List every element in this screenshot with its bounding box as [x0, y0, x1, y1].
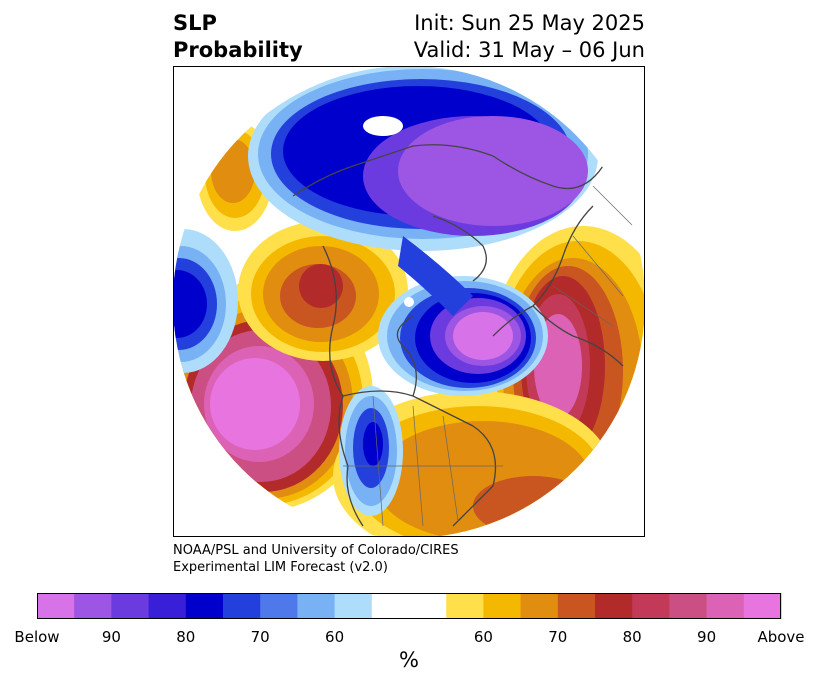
colorbar-cell: [409, 593, 447, 619]
title-variable-line2: Probability: [173, 38, 303, 62]
title-dates: Init: Sun 25 May 2025 Valid: 31 May – 06…: [414, 10, 645, 64]
colorbar-tick-label: 80: [176, 628, 196, 646]
colorbar-tick-label: 80: [622, 628, 642, 646]
init-date: Init: Sun 25 May 2025: [414, 11, 645, 35]
colorbar-cell: [111, 593, 150, 619]
colorbar-unit: %: [399, 648, 419, 672]
colorbar-tick-label: 60: [325, 628, 345, 646]
arctic-below-region: [248, 66, 598, 396]
credit-line1: NOAA/PSL and University of Colorado/CIRE…: [173, 543, 459, 558]
colorbar-cell: [185, 593, 224, 619]
probability-field: [173, 66, 645, 537]
colorbar-cell: [223, 593, 261, 619]
north-pole-marker: [404, 297, 414, 307]
probability-map: [173, 66, 645, 537]
colorbar-cell: [669, 593, 708, 619]
western-us-below-region: [339, 386, 403, 516]
colorbar-cell: [632, 593, 670, 619]
colorbar-cell: [371, 593, 410, 619]
colorbar-cell: [483, 593, 522, 619]
west-pacific-below-region: [173, 229, 238, 373]
credit-line2: Experimental LIM Forecast (v2.0): [173, 560, 388, 575]
colorbar-cell: [446, 593, 484, 619]
colorbar-cell: [74, 593, 112, 619]
colorbar-cell: [557, 593, 596, 619]
colorbar-cell: [334, 593, 373, 619]
valid-period: Valid: 31 May – 06 Jun: [413, 38, 645, 62]
colorbar-cell: [148, 593, 187, 619]
colorbar-tick-label: 90: [697, 628, 717, 646]
colorbar-cell: [706, 593, 745, 619]
title-variable-line1: SLP: [173, 11, 217, 35]
colorbar-cell: [595, 593, 633, 619]
colorbar-cell: [520, 593, 559, 619]
country-borders: [343, 185, 644, 527]
colorbar-tick-label: 60: [473, 628, 493, 646]
canada-above-region: [238, 221, 408, 361]
colorbar-tick-label: 70: [250, 628, 270, 646]
credit: NOAA/PSL and University of Colorado/CIRE…: [173, 542, 459, 576]
colorbar-tick-label: 70: [548, 628, 568, 646]
colorbar-cell: [37, 593, 75, 619]
colorbar-tick-label: Below: [14, 628, 60, 646]
colorbar-tick-label: Above: [757, 628, 805, 646]
colorbar-tick-label: 90: [101, 628, 121, 646]
colorbar: [37, 593, 782, 619]
colorbar-cell: [297, 593, 336, 619]
coastlines: [292, 144, 624, 527]
title-variable: SLP Probability: [173, 10, 303, 64]
colorbar-cell: [743, 593, 782, 619]
colorbar-cell: [260, 593, 298, 619]
